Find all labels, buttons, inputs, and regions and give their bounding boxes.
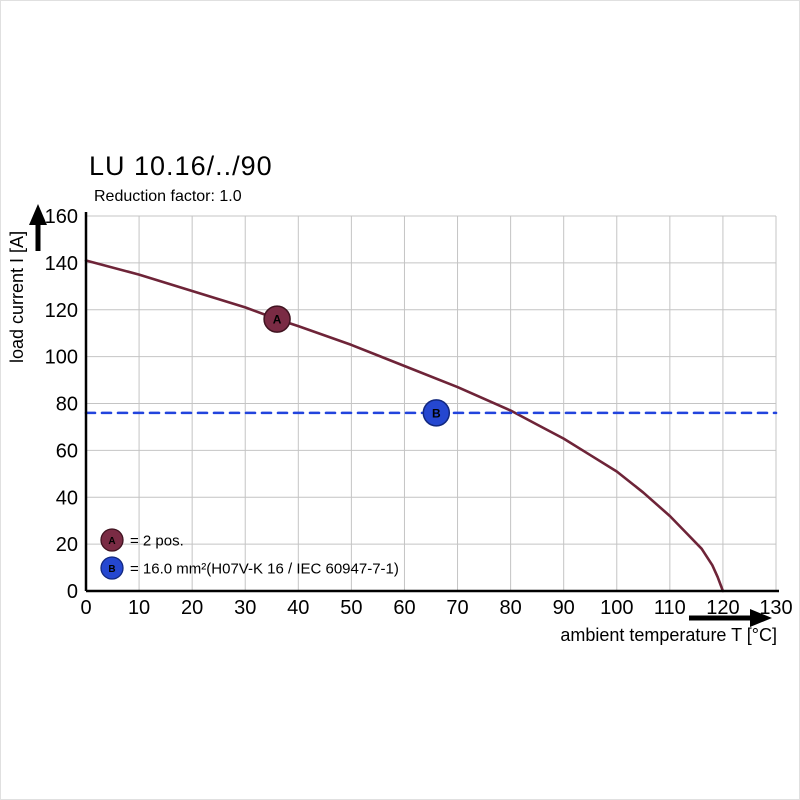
y-tick-label: 100 — [45, 347, 78, 369]
legend-text-A: = 2 pos. — [130, 533, 184, 550]
x-tick-label: 20 — [181, 597, 203, 619]
legend-swatch-A — [100, 528, 124, 552]
legend-letter-B: B — [108, 564, 115, 575]
marker-B — [422, 399, 451, 427]
marker-B-letter: B — [432, 406, 441, 420]
y-tick-label: 140 — [45, 253, 78, 275]
legend: A = 2 pos. B = 16.0 mm²(H07V-K 16 / IEC 609… — [100, 528, 399, 580]
legend-text-B: = 16.0 mm²(H07V-K 16 / IEC 60947-7-1) — [130, 561, 399, 578]
axis-arrows — [29, 204, 772, 627]
legend-letter-A: A — [108, 536, 115, 547]
y-arrow-head — [29, 204, 47, 225]
x-axis-label: ambient temperature T [°C] — [560, 625, 777, 645]
x-tick-label: 10 — [128, 597, 150, 619]
y-tick-label: 160 — [45, 206, 78, 228]
y-tick-label: 20 — [56, 534, 78, 556]
y-tick-label: 0 — [67, 581, 78, 603]
y-tick-label: 120 — [45, 300, 78, 322]
axes — [84, 212, 779, 593]
legend-swatch-B — [100, 556, 124, 580]
x-tick-label: 70 — [446, 597, 468, 619]
x-tick-label: 80 — [499, 597, 521, 619]
y-tick-label: 80 — [56, 394, 78, 416]
x-tick-label: 110 — [654, 597, 686, 619]
chart-title: LU 10.16/../90 — [89, 151, 273, 181]
x-tick-label: 0 — [80, 597, 91, 619]
x-tick-label: 100 — [600, 597, 633, 619]
x-arrow-head — [750, 609, 772, 627]
x-tick-label: 50 — [340, 597, 362, 619]
y-tick-label: 60 — [56, 440, 78, 462]
marker-A-letter: A — [273, 313, 282, 327]
x-tick-label: 120 — [706, 597, 739, 619]
x-tick-label: 40 — [287, 597, 309, 619]
tick-labels: 0 10 20 30 40 50 60 70 80 90 100 110 120 130 0 20 40 60 80… — [45, 206, 793, 619]
marker-A — [263, 305, 291, 333]
x-tick-label: 130 — [759, 597, 792, 619]
x-tick-label: 60 — [393, 597, 415, 619]
reduction-factor-label: Reduction factor: 1.0 — [94, 188, 242, 205]
derating-curve — [84, 259, 725, 593]
y-axis-label: load current I [A] — [7, 231, 27, 363]
y-tick-label: 40 — [56, 487, 78, 509]
markers: AB — [263, 305, 451, 427]
x-tick-label: 90 — [553, 597, 575, 619]
x-tick-label: 30 — [234, 597, 256, 619]
